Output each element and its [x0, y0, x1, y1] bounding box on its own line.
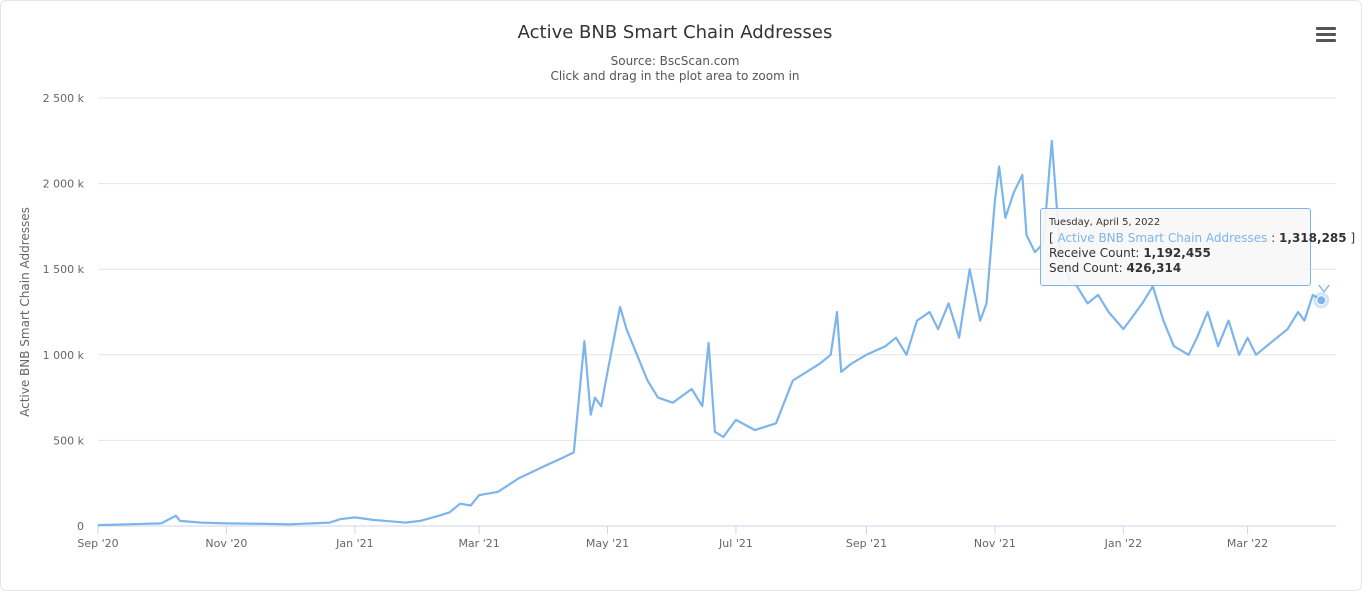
- y-tick-label: 2 500 k: [43, 92, 85, 105]
- tooltip-send-label: Send Count:: [1049, 261, 1123, 275]
- y-tick-label: 0: [77, 520, 84, 533]
- tooltip-receive-label: Receive Count:: [1049, 246, 1140, 260]
- x-axis-ticks: Sep '20 Nov '20 Jan '21 Mar '21 May '21 Jul '…: [77, 526, 1268, 550]
- tooltip-receive-line: Receive Count: 1,192,455: [1049, 246, 1302, 261]
- y-tick-label: 1 000 k: [43, 349, 85, 362]
- x-tick-label: Sep '20: [77, 537, 118, 550]
- x-tick-label: Jan '22: [1104, 537, 1142, 550]
- tooltip-value: 1,318,285: [1279, 231, 1347, 245]
- x-tick-label: Jul '21: [718, 537, 753, 550]
- x-tick-label: Nov '20: [205, 537, 247, 550]
- chart-title: Active BNB Smart Chain Addresses: [517, 22, 833, 43]
- chart-subtitle-source: Source: BscScan.com: [610, 54, 740, 68]
- tooltip-close-bracket: ]: [1350, 231, 1356, 245]
- x-tick-label: Sep '21: [846, 537, 887, 550]
- x-tick-label: Nov '21: [974, 537, 1016, 550]
- x-tick-label: Jan '21: [335, 537, 373, 550]
- y-axis-ticks: 0 500 k 1 000 k 1 500 k 2 000 k 2 500 k: [43, 92, 85, 533]
- tooltip-send-line: Send Count: 426,314: [1049, 261, 1302, 276]
- tooltip-series-name: Active BNB Smart Chain Addresses: [1057, 231, 1268, 245]
- y-tick-label: 1 500 k: [43, 263, 85, 276]
- hamburger-menu-icon[interactable]: [1316, 27, 1336, 43]
- tooltip-receive-value: 1,192,455: [1143, 246, 1211, 260]
- y-tick-label: 2 000 k: [43, 178, 85, 191]
- series-line[interactable]: [97, 139, 1322, 527]
- x-tick-label: Mar '22: [1227, 537, 1268, 550]
- x-tick-label: Mar '21: [458, 537, 499, 550]
- y-axis-label: Active BNB Smart Chain Addresses: [18, 207, 32, 417]
- hover-point[interactable]: [1316, 295, 1327, 306]
- grid-lines: [98, 97, 1336, 527]
- tooltip-open-bracket: [: [1049, 231, 1054, 245]
- tooltip-date: Tuesday, April 5, 2022: [1049, 217, 1161, 228]
- x-tick-label: May '21: [586, 537, 629, 550]
- tooltip-arrow-inner: [1319, 284, 1329, 291]
- chart-subtitle-zoom-hint: Click and drag in the plot area to zoom …: [550, 69, 800, 83]
- tooltip-send-value: 426,314: [1126, 261, 1182, 275]
- tooltip-separator: :: [1271, 231, 1276, 245]
- tooltip: Tuesday, April 5, 2022 [ Active BNB Smar…: [1040, 208, 1355, 286]
- tooltip-main-line: [ Active BNB Smart Chain Addresses : 1,3…: [1049, 231, 1355, 246]
- y-tick-label: 500 k: [53, 434, 84, 447]
